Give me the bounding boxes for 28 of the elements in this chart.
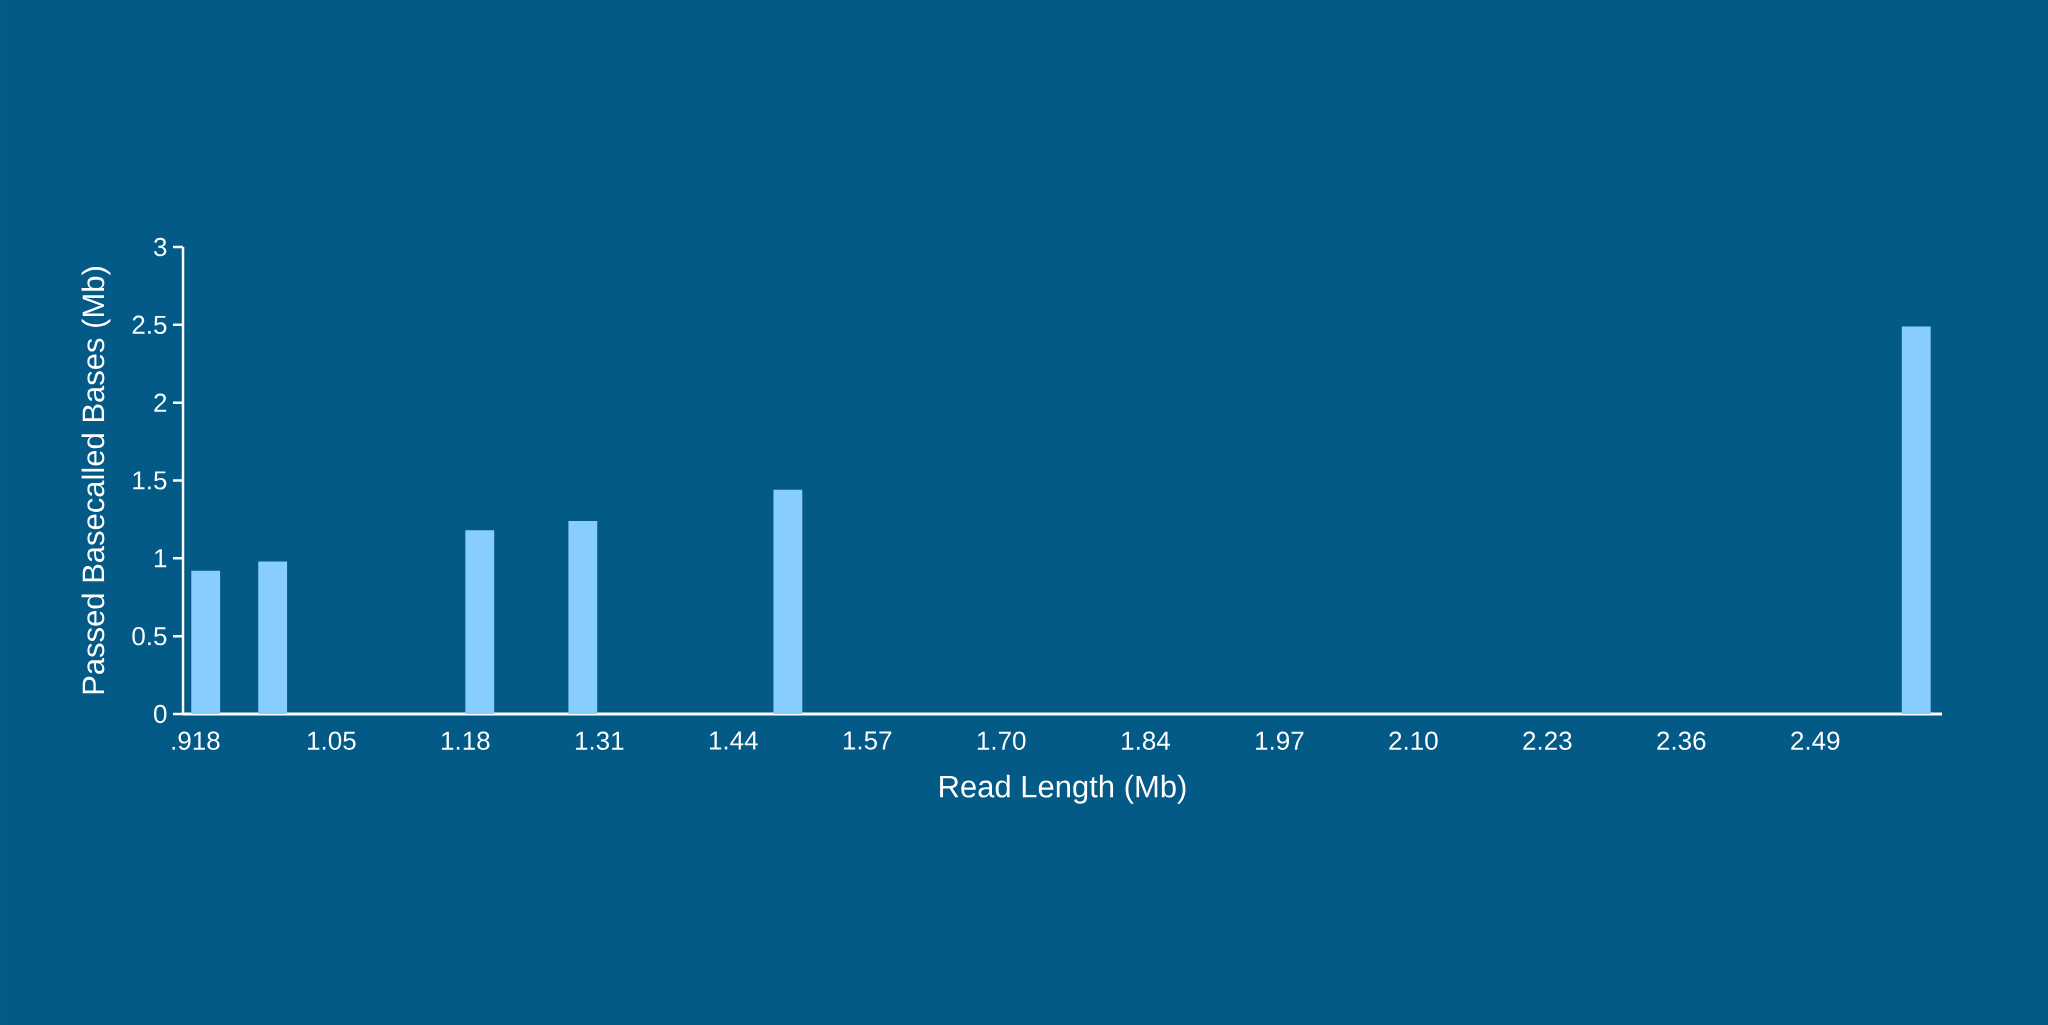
y-tick-label: 1 bbox=[154, 549, 167, 568]
y-tick-label: 2 bbox=[154, 393, 167, 412]
x-tick-label: 1.84 bbox=[1122, 731, 1170, 750]
bar bbox=[258, 561, 288, 714]
x-tick-label: 1.70 bbox=[977, 731, 1026, 750]
x-tick-label: 2.10 bbox=[1389, 731, 1438, 750]
bar bbox=[191, 570, 221, 714]
x-tick-label: 1.97 bbox=[1256, 731, 1304, 750]
y-tick-label: 3 bbox=[154, 237, 167, 257]
y-tick-label: 0 bbox=[154, 704, 167, 724]
y-axis-title: Passed Basecalled Bases (Mb) bbox=[81, 267, 111, 694]
x-tick-label: 1.05 bbox=[308, 731, 356, 750]
y-tick-label: 0.5 bbox=[132, 626, 167, 646]
bar bbox=[773, 489, 803, 714]
x-tick-label: 1.57 bbox=[843, 731, 892, 750]
x-tick-label: 2.23 bbox=[1523, 731, 1572, 750]
y-tick-label: 1.5 bbox=[133, 471, 167, 490]
y-tick-label: 2.5 bbox=[132, 315, 167, 335]
x-axis-title: Read Length (Mb) bbox=[940, 774, 1186, 804]
x-tick-label: 1.44 bbox=[709, 731, 758, 750]
bar bbox=[1901, 326, 1931, 714]
x-tick-label: 1.31 bbox=[575, 731, 624, 750]
x-tick-label: .918 bbox=[172, 731, 220, 750]
bar bbox=[465, 530, 495, 714]
x-tick-label: 1.18 bbox=[442, 731, 490, 750]
bar bbox=[568, 520, 598, 714]
x-tick-label: 2.49 bbox=[1791, 731, 1840, 750]
x-tick-label: 2.36 bbox=[1657, 731, 1706, 750]
